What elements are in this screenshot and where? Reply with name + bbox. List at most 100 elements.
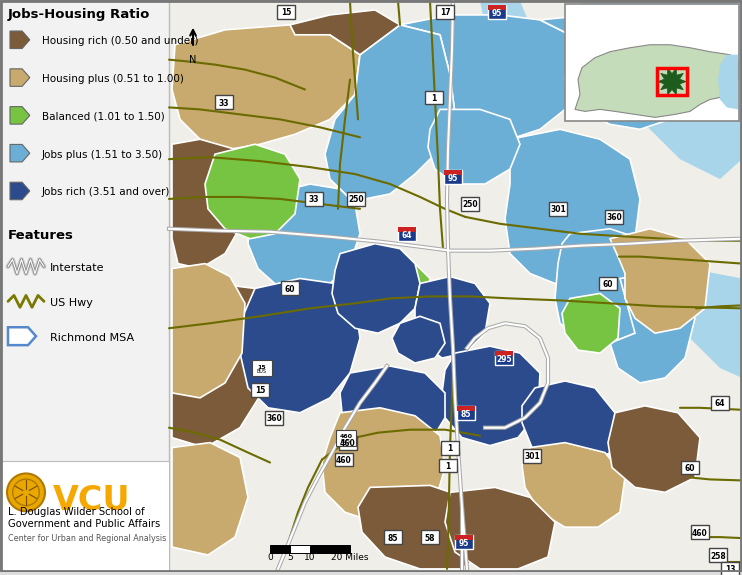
Text: 33: 33	[219, 99, 229, 108]
Text: VCU: VCU	[53, 484, 131, 518]
Bar	[599, 277, 617, 290]
Text: Center for Urban and Regional Analysis: Center for Urban and Regional Analysis	[8, 534, 166, 543]
Bar	[1, 1, 169, 571]
Text: 58: 58	[424, 534, 436, 543]
Text: N: N	[189, 55, 197, 65]
Bar	[398, 227, 416, 232]
Polygon shape	[442, 346, 540, 446]
Text: 5: 5	[287, 553, 293, 562]
Polygon shape	[400, 15, 575, 139]
Bar	[421, 530, 439, 544]
Polygon shape	[290, 10, 400, 55]
Text: 460: 460	[340, 434, 352, 439]
Bar	[169, 1, 741, 571]
Text: Richmond MSA: Richmond MSA	[50, 333, 134, 343]
Bar	[169, 1, 741, 571]
Polygon shape	[382, 263, 430, 313]
Text: 13: 13	[725, 565, 735, 574]
Bar	[281, 282, 299, 296]
Text: 460: 460	[336, 456, 352, 465]
Polygon shape	[172, 263, 245, 398]
Bar	[488, 5, 506, 10]
Text: Interstate: Interstate	[50, 263, 105, 273]
Bar	[605, 210, 623, 224]
Polygon shape	[562, 293, 620, 353]
Polygon shape	[610, 274, 695, 383]
Bar	[336, 430, 356, 446]
Text: 360: 360	[266, 414, 282, 423]
Bar	[290, 545, 310, 553]
Bar	[565, 4, 739, 121]
Bar	[251, 383, 269, 397]
Polygon shape	[522, 443, 625, 527]
Text: 95: 95	[459, 539, 469, 548]
Polygon shape	[608, 406, 700, 492]
Bar	[495, 351, 513, 365]
Text: Features: Features	[8, 229, 74, 242]
Polygon shape	[172, 25, 360, 149]
Text: 301: 301	[550, 205, 566, 214]
Bar	[691, 525, 709, 539]
Text: 460: 460	[340, 439, 356, 448]
Polygon shape	[555, 229, 660, 343]
Bar	[215, 95, 233, 109]
Bar	[436, 5, 454, 19]
Polygon shape	[8, 327, 36, 345]
Polygon shape	[440, 20, 555, 109]
Text: BUS: BUS	[257, 370, 267, 374]
Bar	[657, 68, 687, 95]
Bar	[549, 202, 567, 216]
Bar	[461, 197, 479, 211]
Polygon shape	[240, 278, 360, 413]
Text: 17: 17	[674, 9, 686, 17]
Bar	[488, 5, 506, 19]
Polygon shape	[428, 109, 520, 184]
Bar	[681, 461, 699, 474]
Bar	[270, 545, 290, 553]
Bar	[709, 548, 727, 562]
Text: 95: 95	[492, 9, 502, 18]
Polygon shape	[505, 129, 640, 283]
Text: 60: 60	[603, 280, 613, 289]
Bar	[252, 360, 272, 376]
Text: L. Douglas Wilder School of: L. Douglas Wilder School of	[8, 507, 145, 518]
Text: Housing plus (0.51 to 1.00): Housing plus (0.51 to 1.00)	[42, 74, 184, 84]
Polygon shape	[330, 25, 450, 135]
Polygon shape	[332, 244, 420, 333]
Bar	[711, 396, 729, 410]
Bar	[441, 440, 459, 455]
Bar	[305, 192, 323, 206]
Text: 1: 1	[445, 462, 450, 471]
Bar	[457, 406, 475, 420]
Bar	[444, 170, 462, 175]
Polygon shape	[248, 184, 360, 293]
Text: 360: 360	[606, 213, 622, 223]
Bar	[335, 453, 353, 466]
Bar	[439, 458, 457, 473]
Text: 301: 301	[524, 452, 540, 461]
Polygon shape	[10, 106, 30, 124]
Text: 60: 60	[685, 464, 695, 473]
Polygon shape	[10, 144, 30, 162]
Polygon shape	[172, 283, 275, 447]
Polygon shape	[172, 139, 250, 269]
Polygon shape	[580, 1, 742, 179]
Text: 295: 295	[496, 355, 512, 364]
Polygon shape	[325, 25, 455, 199]
Text: 85: 85	[388, 534, 398, 543]
Bar	[265, 411, 283, 425]
Text: 1: 1	[431, 94, 436, 103]
Text: Jobs rich (3.51 and over): Jobs rich (3.51 and over)	[42, 187, 171, 197]
Text: 250: 250	[348, 196, 364, 205]
Text: Government and Public Affairs: Government and Public Affairs	[8, 519, 160, 529]
Polygon shape	[658, 68, 686, 95]
Polygon shape	[415, 277, 490, 358]
Bar	[277, 5, 295, 19]
Text: 33: 33	[309, 196, 319, 205]
Polygon shape	[540, 15, 700, 129]
Text: 1: 1	[447, 444, 453, 453]
Text: Housing rich (0.50 and under): Housing rich (0.50 and under)	[42, 36, 199, 46]
Bar	[339, 436, 357, 450]
Bar	[310, 545, 350, 553]
Bar	[384, 530, 402, 544]
